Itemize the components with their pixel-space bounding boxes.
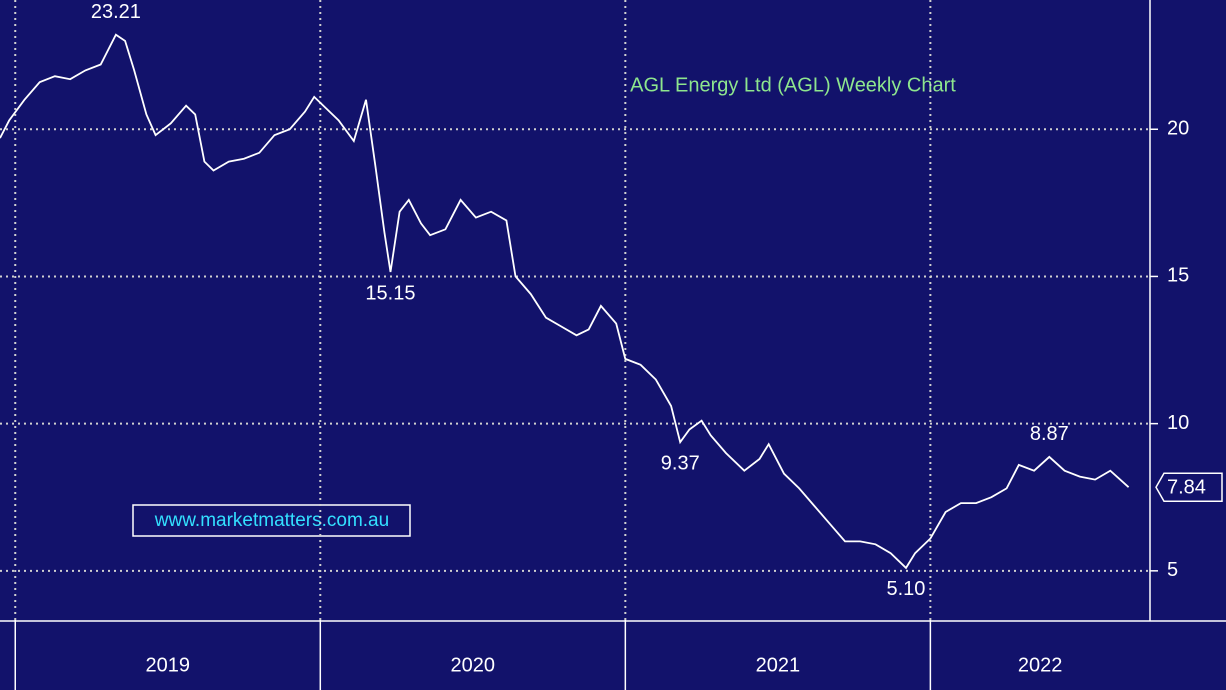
last-price-label: 7.84 [1167, 477, 1206, 499]
watermark: www.marketmatters.com.au [154, 510, 389, 531]
x-tick-label: 2022 [1018, 654, 1063, 676]
y-tick-label: 10 [1167, 412, 1189, 434]
annotation: 15.15 [365, 282, 415, 304]
price-line [0, 33, 1130, 570]
x-tick-label: 2019 [146, 654, 191, 676]
x-tick-label: 2021 [756, 654, 801, 676]
watermark-box [132, 504, 411, 537]
chart-title: AGL Energy Ltd (AGL) Weekly Chart [630, 74, 956, 96]
annotation: 5.10 [886, 578, 925, 600]
last-price-box [1155, 472, 1223, 502]
x-tick-label: 2020 [451, 654, 496, 676]
annotation: 8.87 [1030, 423, 1069, 445]
y-tick-label: 15 [1167, 265, 1189, 287]
y-tick-label: 5 [1167, 559, 1178, 581]
annotation: 9.37 [661, 452, 700, 474]
y-tick-label: 20 [1167, 118, 1189, 140]
annotation: 23.21 [91, 1, 141, 23]
